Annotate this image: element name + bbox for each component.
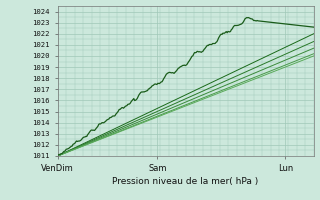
X-axis label: Pression niveau de la mer( hPa ): Pression niveau de la mer( hPa ) bbox=[112, 177, 259, 186]
